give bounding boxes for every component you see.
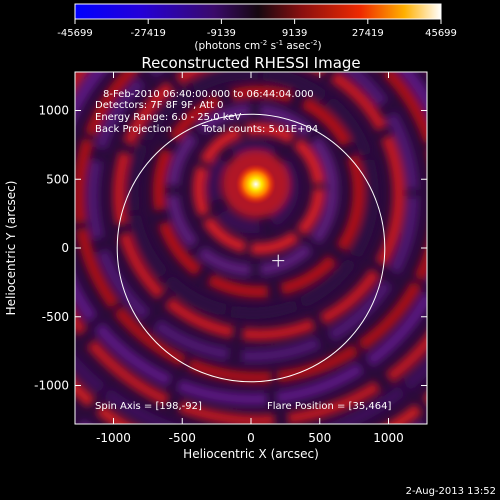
colorbar-tick-label: 9139 xyxy=(282,28,307,39)
y-axis-label: Heliocentric Y (arcsec) xyxy=(4,181,18,316)
y-tick-label: -500 xyxy=(42,310,69,324)
solar-limb-circle xyxy=(116,113,386,383)
x-tick-label: -1000 xyxy=(96,431,131,445)
x-tick-label: 0 xyxy=(247,431,255,445)
colorbar-tick-label: 27419 xyxy=(352,28,384,39)
colorbar-tick-label: -27419 xyxy=(130,28,165,39)
colorbar-tick-label: -45699 xyxy=(57,28,92,39)
detectors-label: Detectors: 7F 8F 9F, Att 0 xyxy=(95,100,223,111)
colorbar-tick-label: 45699 xyxy=(425,28,457,39)
y-tick-label: -1000 xyxy=(34,379,69,393)
y-tick-label: 1000 xyxy=(38,104,69,118)
time-range-label: 8-Feb-2010 06:40:00.000 to 06:44:04.000 xyxy=(103,89,314,100)
y-tick-label: 0 xyxy=(61,241,69,255)
spin-axis-cross xyxy=(272,254,285,267)
colorbar xyxy=(74,3,442,20)
y-tick-label: 500 xyxy=(46,172,69,186)
image-title: Reconstructed RHESSI Image xyxy=(141,54,360,72)
timestamp: 2-Aug-2013 13:52 xyxy=(406,486,496,497)
x-tick-label: 500 xyxy=(308,431,331,445)
energy-range-label: Energy Range: 6.0 - 25.0 keV xyxy=(95,112,241,123)
method-label: Back Projection xyxy=(95,124,172,135)
total-counts-label: Total counts: 5.01E+04 xyxy=(201,124,318,135)
x-tick-label: -500 xyxy=(169,431,196,445)
colorbar-ticks: -45699 -27419 -9139 9139 27419 45699 xyxy=(57,19,457,39)
colorbar-tick-label: -9139 xyxy=(207,28,236,39)
rhessi-image xyxy=(75,72,427,424)
colorbar-unit-label: (photons cm-2 s-1 asec-2) xyxy=(194,39,321,52)
axis-ticks: -1000 -500 0 500 1000 -1000 -500 0 500 1000 xyxy=(34,72,427,445)
x-tick-label: 1000 xyxy=(373,431,404,445)
flare-source xyxy=(235,164,276,205)
x-axis-label: Heliocentric X (arcsec) xyxy=(183,447,319,461)
flare-position-label: Flare Position = [35,464] xyxy=(267,401,391,412)
spin-axis-label: Spin Axis = [198,-92] xyxy=(95,401,202,412)
